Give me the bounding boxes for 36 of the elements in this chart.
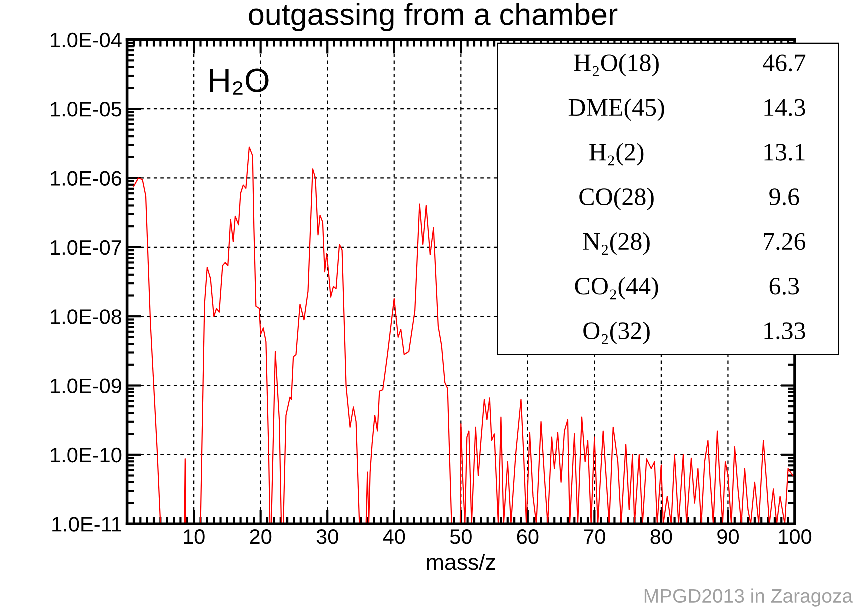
x-tick-label: 40 (383, 530, 406, 544)
annotation: O₂(32) (584, 322, 650, 345)
text: MPGD2013 in Zaragoza (644, 588, 854, 607)
x-tick-label: 90 (718, 530, 739, 544)
x-axis-title: mass/z (427, 554, 496, 570)
x-tick-label: 30 (316, 530, 338, 544)
annotation: 46.7 (763, 54, 806, 72)
x-tick-label: 60 (517, 530, 539, 544)
y-tick-label: 1.0E-10 (51, 448, 122, 463)
annotation: 9.6 (770, 188, 800, 206)
y-tick-label: 1.0E-11 (52, 517, 122, 532)
y-tick-label: 1.0E-09 (51, 378, 122, 394)
y-tick-label: 1.0E-05 (51, 102, 122, 117)
annotation: CO₂(44) (575, 277, 658, 300)
annotation: H₂O(18) (574, 54, 659, 77)
chart-title: outgassing from a chamber (249, 3, 618, 32)
y-tick-label: 1.0E-06 (51, 171, 122, 186)
x-tick-label: 50 (450, 530, 472, 544)
annotation: 7.26 (764, 233, 806, 250)
x-tick-label: 10 (184, 530, 205, 544)
annotation: 13.1 (764, 144, 805, 161)
annotation: H₂O (210, 68, 269, 95)
x-tick-label: 70 (584, 530, 606, 544)
annotation: CO(28) (580, 188, 654, 211)
annotation: 14.3 (764, 99, 806, 116)
annotation: N₂(28) (583, 232, 650, 256)
y-tick-label: 1.0E-04 (51, 32, 122, 48)
x-tick-label: 80 (650, 530, 672, 544)
x-tick-label: 100 (779, 530, 812, 544)
annotation: DME(45) (568, 98, 664, 122)
annotation: 6.3 (770, 278, 800, 295)
annotation: 1.33 (764, 322, 806, 340)
annotation: H₂(2) (590, 143, 644, 166)
y-tick-label: 1.0E-07 (51, 240, 122, 256)
y-tick-label: 1.0E-08 (51, 310, 122, 324)
x-tick-label: 20 (250, 530, 272, 544)
